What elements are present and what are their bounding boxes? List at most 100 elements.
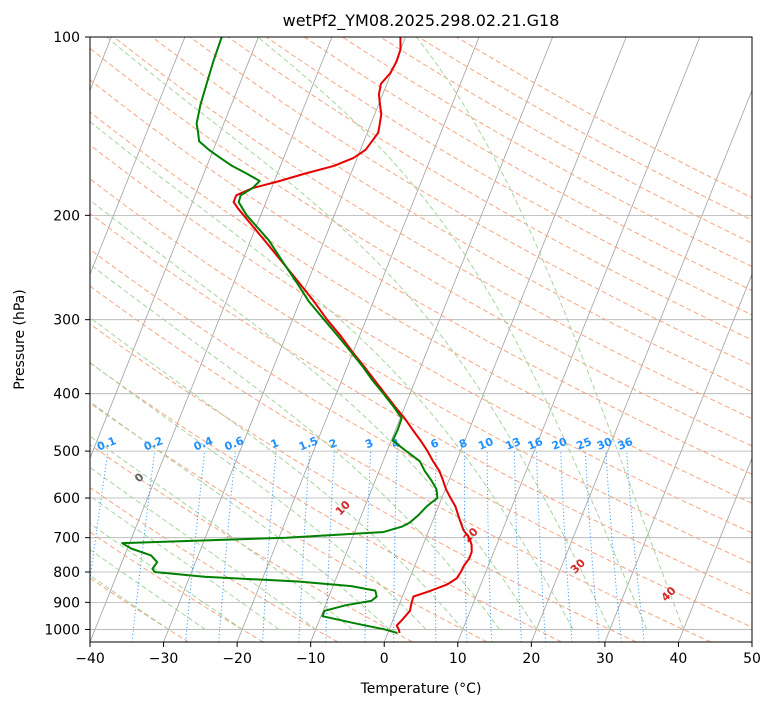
mixing-ratio-line [262,451,277,642]
dry-adiabat-line [90,402,488,642]
mixing-ratio-label: 36 [616,435,635,453]
mixing-ratio-label: 30 [595,435,614,453]
x-tick-label: 30 [596,651,614,667]
dry-adiabat-line [90,577,189,642]
mixing-ratio-line [513,451,522,642]
mixing-ratio-line [393,451,398,642]
isotherm-line [163,37,406,642]
mixing-ratio-label: 16 [526,435,545,453]
y-tick-label: 700 [53,531,80,547]
isotherm-line [678,457,752,642]
mixing-ratio-line [536,451,547,642]
moist-adiabat-line [90,263,500,630]
x-axis: −40 −30 −20 −10 0 10 20 30 40 50 [75,642,761,667]
profile-lines [121,37,473,634]
y-tick-label: 300 [53,313,80,329]
x-tick-label: −10 [296,651,326,667]
background-lines [90,37,752,642]
mixing-ratio-line [560,451,573,642]
mixing-ratio-line [298,451,311,642]
dry-adiabat-line [304,37,752,292]
moist-adiabat-line [415,37,684,630]
moist-adiabat-line [90,401,390,630]
dry-adiabat-line [265,37,752,316]
dry-adiabat-line [113,37,752,420]
isotherm-line [236,37,480,642]
isotherm-line [310,37,554,642]
x-tick-label: 10 [449,651,467,667]
moist-adiabat-line [90,199,537,630]
dry-adiabat-line [90,79,752,475]
dry-adiabat-line [90,531,264,642]
mixing-ratio-label: 0.4 [192,434,215,453]
mixing-ratio-label: 8 [457,436,469,451]
x-tick-label: −30 [149,651,179,667]
y-tick-label: 500 [53,444,80,460]
mixing-ratio-label: 1 [269,436,281,451]
mixing-ratio-label: 0.6 [223,434,246,453]
dewpoint-profile-line [121,37,439,634]
mixing-ratio-label: 2 [327,436,339,451]
moist-adiabat-line [90,522,243,630]
mixing-ratio-line [364,451,372,642]
x-tick-label: −20 [222,651,252,667]
isotherm-line [90,37,333,642]
chart-title: wetPf2_YM08.2025.298.02.21.G18 [283,11,560,31]
dry-adiabat-line [90,144,752,534]
mixing-ratio-line [325,451,335,642]
dry-adiabat-line [90,486,339,642]
isotherm-line [530,89,752,642]
x-axis-label: Temperature (°C) [360,681,482,697]
dry-adiabat-line [151,37,752,393]
dry-adiabat-label: 0 [132,470,147,485]
mixing-ratio-label: 25 [575,435,594,453]
mixing-ratio-line [584,451,600,642]
mixing-ratio-label: 13 [504,435,523,453]
y-axis-label: Pressure (hPa) [12,289,28,389]
mixing-ratio-line [626,451,645,642]
dry-adiabat-line [227,37,752,341]
mixing-ratio-line [434,451,437,642]
dry-adiabat-line [189,37,752,367]
moist-adiabat-line [90,466,316,630]
mixing-ratio-line [605,451,623,642]
dry-adiabat-line [90,111,752,504]
moist-adiabat-line [90,549,206,630]
dry-adiabat-line [90,248,752,628]
y-tick-label: 200 [53,208,80,224]
x-tick-label: −40 [75,651,105,667]
dry-adiabat-line [380,37,752,244]
dry-adiabat-line [90,47,752,447]
plot-frame [89,36,753,643]
isotherm-line [457,37,701,642]
x-tick-label: 0 [380,651,389,667]
y-tick-label: 800 [53,565,80,581]
x-tick-label: 40 [670,651,688,667]
dry-adiabat-line [342,37,752,268]
isotherm-line [604,273,752,642]
dry-adiabat-line [90,285,712,642]
mixing-ratio-line [486,451,493,642]
mixing-ratio-line [90,451,109,584]
isotherm-line [751,640,752,642]
y-tick-label: 100 [53,30,80,46]
isotherm-line [383,37,627,642]
dry-adiabat-line [90,212,752,596]
dry-adiabat-label: -10 [25,437,48,460]
dry-adiabat-line [90,443,413,642]
temperature-profile-line [232,37,473,634]
y-tick-label: 900 [53,595,80,611]
moist-adiabat-line [106,37,611,630]
y-tick-label: 1000 [44,622,80,638]
moist-adiabat-line [90,435,353,630]
mixing-ratio-label: 0.2 [142,434,165,453]
moist-adiabat-label: 30 [568,556,588,576]
dry-adiabat-line [456,37,752,199]
x-tick-label: 20 [522,651,540,667]
x-tick-label: 50 [743,651,761,667]
y-tick-label: 400 [53,387,80,403]
line-labels: 0.10.20.40.611.52346810131620253036-100-… [25,434,679,604]
mixing-ratio-label: 20 [550,435,569,453]
moist-adiabat-line [90,574,169,630]
